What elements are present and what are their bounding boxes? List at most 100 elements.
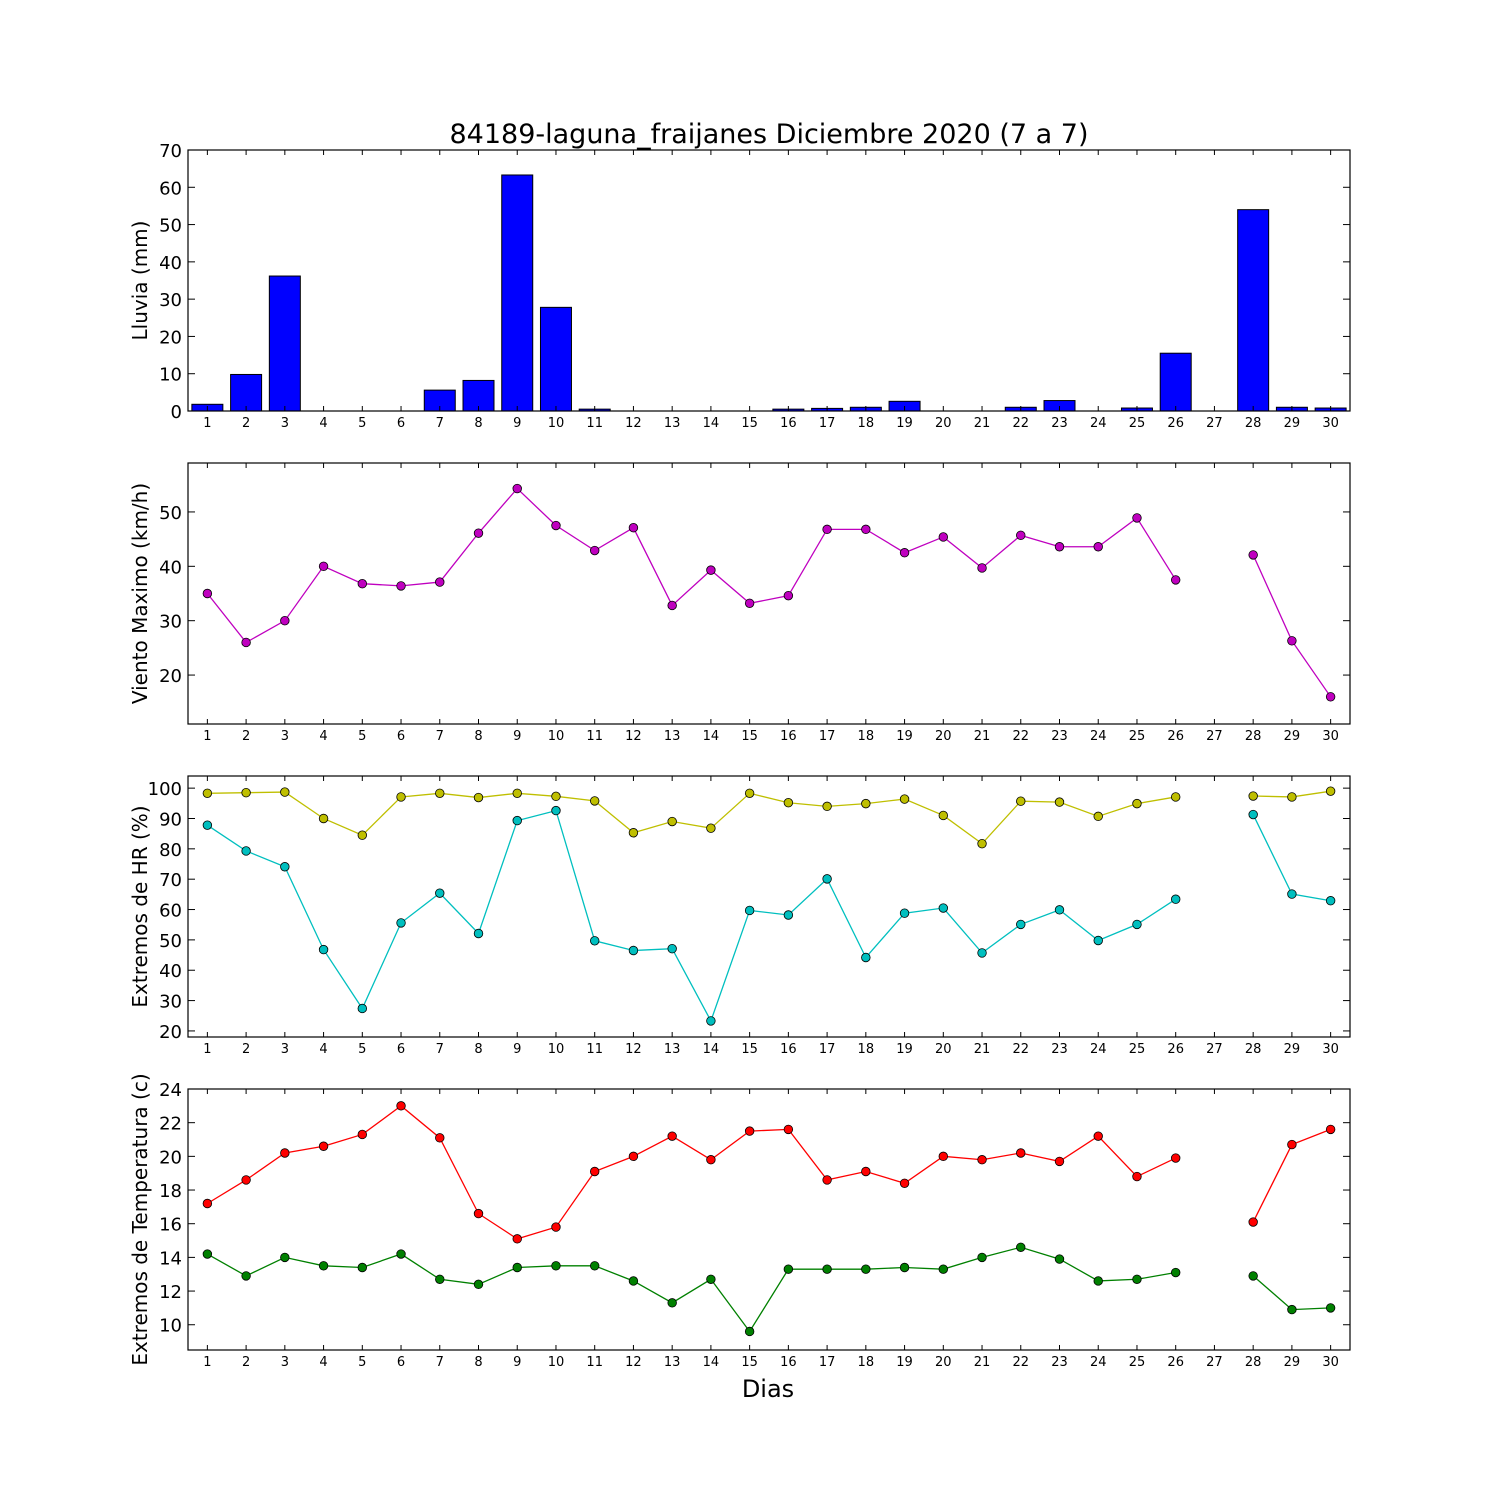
series-1-point-day-13 [667,600,677,611]
series-2-point-day-28 [1248,809,1258,820]
series-1-point-day-28 [1248,1217,1258,1227]
x-tick-label: 11 [586,1355,603,1370]
y-tick-label: 60 [159,178,182,199]
x-tick-label: 19 [896,1355,913,1370]
y-tick-label: 100 [148,779,182,800]
series-1-point-day-24 [1093,1131,1103,1141]
series-1-point-day-22 [1016,530,1026,541]
x-tick-label: 7 [436,1042,444,1057]
series-2-point-day-1 [202,1249,213,1259]
series-2-point-day-24 [1093,1276,1103,1286]
series-2-point-day-18 [861,1264,871,1274]
series-1-point-day-18 [861,798,871,809]
x-tick-label: 11 [586,1042,603,1057]
x-tick-label: 9 [513,1355,521,1370]
x-tick-label: 10 [548,729,565,744]
bar-day-9 [501,174,534,412]
x-tick-label: 8 [474,729,482,744]
x-tick-label: 27 [1206,416,1223,431]
bar-day-28 [1237,209,1270,412]
y-tick-label: 30 [159,290,182,311]
x-tick-label: 6 [397,1355,405,1370]
x-tick-label: 18 [858,416,875,431]
series-2-point-day-24 [1093,935,1103,946]
series-1-point-day-23 [1054,542,1065,552]
x-tick-label: 21 [974,1042,991,1057]
series-2-point-day-22 [1016,919,1026,930]
series-2-point-day-3 [280,862,290,872]
series-2-point-day-23 [1054,905,1065,915]
series-1-point-day-8 [473,1208,484,1219]
x-tick-label: 17 [819,1355,836,1370]
series-1-point-day-3 [280,787,290,797]
series-2-point-day-6 [396,918,406,928]
series-1-point-day-2 [241,637,251,648]
x-tick-label: 5 [358,1042,366,1057]
series-1-point-day-13 [667,1131,677,1141]
y-tick-label: 20 [159,1022,182,1043]
series-2-point-day-14 [706,1016,716,1026]
x-tick-label: 28 [1245,1355,1262,1370]
x-tick-label: 4 [319,1042,327,1057]
series-2-point-day-8 [473,928,484,939]
x-tick-label: 10 [548,1355,565,1370]
x-tick-label: 9 [513,1042,521,1057]
y-tick-label: 70 [159,141,182,162]
y-tick-label: 40 [159,557,182,578]
series-1-point-day-5 [357,1129,368,1140]
y-axis-label: Extremos de HR (%) [128,805,152,1007]
series-1-point-day-2 [241,1175,251,1185]
y-tick-label: 20 [159,1147,182,1168]
x-tick-label: 11 [586,729,603,744]
x-tick-label: 1 [203,1042,211,1057]
plot-frame [187,149,1351,412]
plot-frame [187,1088,1351,1351]
x-tick-label: 20 [935,1042,952,1057]
series-1-point-day-4 [318,561,329,572]
series-2-point-day-7 [435,1274,445,1284]
x-tick-label: 8 [474,1355,482,1370]
series-1-point-day-23 [1054,797,1065,807]
series-2-point-day-17 [822,1264,832,1274]
series-2-point-day-2 [241,846,251,856]
series-1-point-day-19 [899,794,910,804]
series-2-point-day-20 [938,1264,949,1274]
x-tick-label: 7 [436,416,444,431]
series-2-point-day-17 [822,874,832,884]
series-1-point-day-20 [938,810,949,821]
y-tick-label: 10 [159,1316,182,1337]
series-1-point-day-16 [783,798,794,808]
series-1-point-day-9 [512,1234,522,1244]
series-2-point-day-9 [512,815,522,826]
series-1-point-day-24 [1093,811,1103,822]
series-2-point-day-30 [1325,896,1336,906]
series-1-line [207,791,1176,845]
x-tick-label: 24 [1090,1042,1107,1057]
series-2-point-day-13 [667,1298,677,1308]
x-tick-label: 18 [858,729,875,744]
series-1-point-day-7 [435,577,445,587]
y-tick-label: 30 [159,612,182,633]
series-1-point-day-1 [202,1198,213,1209]
series-1-line [206,487,1177,644]
x-tick-label: 12 [625,729,642,744]
x-tick-label: 8 [474,1042,482,1057]
x-tick-label: 20 [935,1355,952,1370]
x-tick-label: 25 [1129,416,1146,431]
x-tick-label: 26 [1167,1355,1184,1370]
series-1-point-day-2 [241,787,251,798]
series-1-point-day-1 [202,588,213,599]
x-tick-label: 6 [397,729,405,744]
x-tick-label: 14 [703,1355,720,1370]
series-2-point-day-8 [473,1279,484,1290]
series-1-point-day-20 [938,1151,949,1162]
series-1-point-day-13 [667,816,677,827]
series-2-point-day-10 [551,1261,561,1271]
x-tick-label: 5 [358,1355,366,1370]
series-1-point-day-8 [473,528,484,538]
x-tick-label: 15 [741,1355,758,1370]
x-tick-label: 22 [1012,1042,1029,1057]
series-1-point-day-26 [1170,792,1181,802]
